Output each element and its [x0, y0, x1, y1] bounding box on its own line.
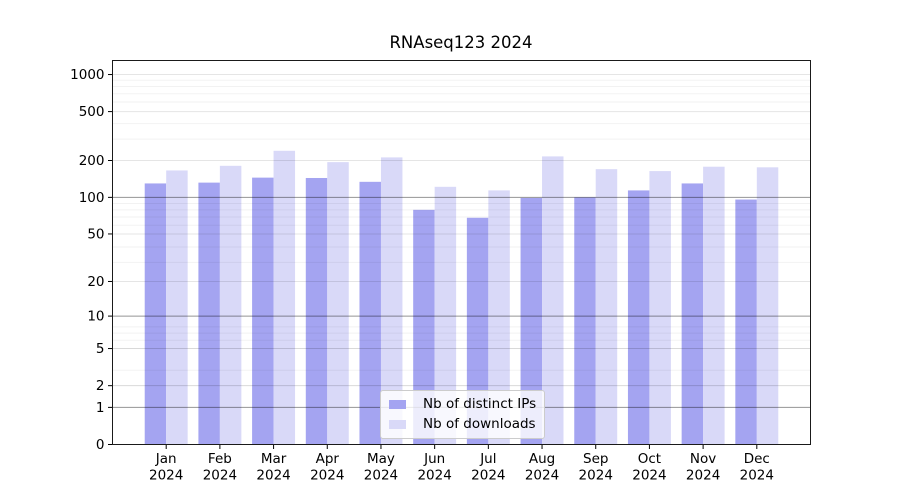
- bar-distinct-ips-Jun: [413, 209, 435, 445]
- x-tick-label-year: 2024: [256, 468, 290, 484]
- x-tick-label-month: Jul: [479, 451, 496, 467]
- x-tick-label-month: Jan: [155, 451, 177, 467]
- x-tick-label-year: 2024: [579, 468, 613, 484]
- x-tick-label-month: May: [367, 451, 395, 467]
- bar-downloads-May: [380, 157, 403, 445]
- legend-label-downloads: Nb of downloads: [423, 415, 536, 432]
- bar-distinct-ips-Sep: [574, 197, 596, 445]
- bar-distinct-ips-Feb: [198, 182, 220, 445]
- x-tick-label-month: Apr: [316, 451, 340, 467]
- bar-downloads-Aug: [542, 156, 564, 445]
- bar-distinct-ips-Aug: [520, 197, 543, 445]
- legend-swatch-downloads-icon: [389, 420, 406, 429]
- y-tick-label: 1000: [70, 67, 104, 83]
- chart-title: RNAseq123 2024: [389, 33, 533, 52]
- legend: Nb of distinct IPs Nb of downloads: [380, 390, 545, 439]
- legend-label-distinct-ips: Nb of distinct IPs: [423, 395, 537, 412]
- bar-distinct-ips-Dec: [735, 199, 757, 445]
- x-tick-label-month: Dec: [744, 451, 770, 467]
- y-tick-label: 5: [96, 341, 105, 357]
- x-tick-label-year: 2024: [525, 468, 559, 484]
- x-tick-label-year: 2024: [417, 468, 451, 484]
- x-tick-label-year: 2024: [149, 468, 183, 484]
- x-tick-label-year: 2024: [632, 468, 666, 484]
- bar-distinct-ips-Jul: [466, 217, 489, 445]
- x-tick-label-year: 2024: [310, 468, 344, 484]
- x-tick-label-month: Oct: [638, 451, 661, 467]
- bar-distinct-ips-Nov: [681, 183, 704, 445]
- bar-downloads-Nov: [703, 166, 725, 445]
- bar-distinct-ips-May: [359, 181, 381, 445]
- bar-downloads-Mar: [273, 150, 296, 445]
- x-tick-label-year: 2024: [686, 468, 720, 484]
- y-tick-label: 20: [87, 274, 104, 290]
- bar-downloads-Dec: [756, 167, 779, 445]
- bar-downloads-Oct: [649, 171, 671, 445]
- x-tick-label-year: 2024: [471, 468, 505, 484]
- y-tick-label: 10: [87, 309, 104, 325]
- bar-downloads-Feb: [219, 165, 242, 445]
- x-tick-label-month: Feb: [208, 451, 232, 467]
- y-tick-label: 500: [79, 104, 105, 120]
- bar-distinct-ips-Apr: [305, 177, 328, 445]
- y-tick-label: 100: [79, 190, 105, 206]
- bar-downloads-Sep: [595, 169, 618, 445]
- legend-item-downloads: Nb of downloads: [389, 417, 536, 432]
- legend-item-distinct-ips: Nb of distinct IPs: [389, 397, 536, 412]
- plot-frame: [112, 60, 811, 445]
- y-tick-label: 1: [96, 400, 105, 416]
- x-tick-label-month: Jun: [423, 451, 445, 467]
- bar-downloads-Jul: [488, 190, 510, 445]
- x-tick-label-year: 2024: [364, 468, 398, 484]
- bar-downloads-Jan: [166, 170, 188, 445]
- y-tick-label: 0: [96, 437, 105, 453]
- legend-swatch-distinct-ips-icon: [389, 400, 406, 409]
- x-tick-label-month: Aug: [529, 451, 555, 467]
- x-tick-label-month: Nov: [690, 451, 716, 467]
- x-tick-label-month: Sep: [583, 451, 608, 467]
- y-tick-label: 2: [96, 378, 105, 394]
- bar-distinct-ips-Mar: [252, 177, 274, 445]
- x-tick-label-year: 2024: [740, 468, 774, 484]
- bar-downloads-Apr: [327, 162, 349, 445]
- x-tick-label-year: 2024: [203, 468, 237, 484]
- bar-distinct-ips-Jan: [144, 183, 167, 445]
- y-tick-label: 200: [79, 153, 105, 169]
- x-tick-label-month: Mar: [261, 451, 287, 467]
- bar-downloads-Jun: [434, 186, 457, 445]
- bar-distinct-ips-Oct: [627, 190, 650, 445]
- y-tick-label: 50: [87, 226, 104, 242]
